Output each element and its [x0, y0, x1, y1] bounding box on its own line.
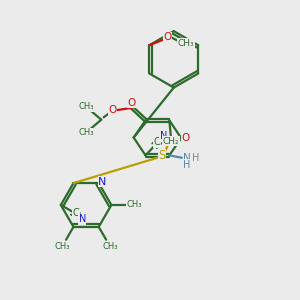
Text: O: O [163, 32, 171, 42]
Text: CH₃: CH₃ [178, 39, 194, 48]
Text: H: H [192, 153, 199, 163]
Text: CH₃: CH₃ [103, 242, 118, 251]
Text: C: C [72, 208, 79, 218]
Text: N: N [183, 153, 191, 163]
Text: CH₃: CH₃ [79, 102, 94, 111]
Text: H: H [184, 160, 191, 170]
Text: CH₃: CH₃ [127, 200, 142, 209]
Text: N: N [98, 177, 106, 187]
Text: CH₃: CH₃ [79, 128, 94, 137]
Text: N: N [160, 131, 167, 141]
Text: N: N [79, 214, 86, 224]
Text: C: C [154, 137, 160, 147]
Text: CH₂: CH₂ [163, 136, 179, 146]
Text: O: O [108, 105, 116, 115]
Text: O: O [128, 98, 136, 108]
Text: S: S [158, 149, 166, 162]
Text: O: O [182, 133, 190, 143]
Text: CH₃: CH₃ [54, 242, 70, 251]
